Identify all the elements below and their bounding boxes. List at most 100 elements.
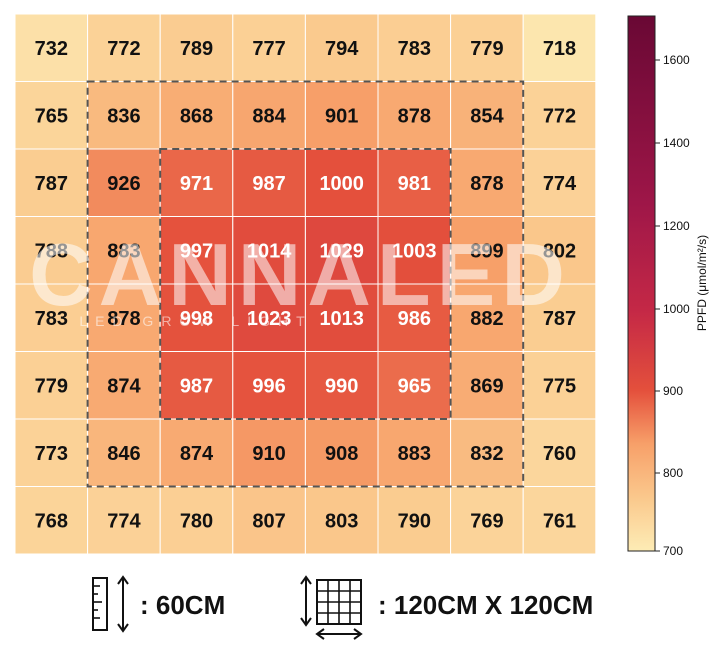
heatmap-value-label: 901 [325, 105, 358, 127]
heatmap-value-label: 986 [398, 308, 431, 330]
colorbar-tick-label: 1000 [663, 302, 690, 316]
colorbar-tick-label: 1200 [663, 219, 690, 233]
heatmap-value-label: 908 [325, 443, 358, 465]
heatmap-value-label: 789 [180, 38, 213, 60]
heatmap-value-label: 990 [325, 375, 358, 397]
heatmap-value-label: 1029 [319, 240, 364, 262]
heatmap-cell [159, 216, 234, 285]
heatmap-cell [87, 351, 161, 420]
heatmap-value-label: 874 [107, 375, 141, 397]
heatmap-cell [232, 216, 306, 285]
heatmap-cell [14, 418, 89, 487]
heatmap-cell [14, 148, 89, 217]
heatmap-value-label: 787 [35, 173, 68, 195]
heatmap-value-label: 761 [543, 510, 576, 532]
colorbar-tick-label: 700 [663, 544, 683, 558]
heatmap-value-label: 774 [107, 510, 141, 532]
heatmap-value-label: 1014 [247, 240, 292, 262]
ppfd-heatmap: 732 772 789 777 794 783 779 718 765 836 868 884 901 8… [14, 13, 709, 558]
heatmap-value-label: 803 [325, 510, 358, 532]
colorbar-gradient [627, 15, 656, 552]
heatmap-cell [87, 148, 161, 217]
heatmap-value-labels: 732 772 789 777 794 783 779 718 765 836 868 884 901 8… [35, 38, 577, 533]
heatmap-value-label: 846 [107, 443, 140, 465]
heatmap-cell [522, 148, 597, 217]
heatmap-value-label: 836 [107, 105, 140, 127]
heatmap-cell [450, 418, 524, 487]
heatmap-cell [159, 13, 234, 82]
heatmap-value-label: 772 [543, 105, 576, 127]
heatmap-cell [304, 351, 379, 420]
heatmap-value-label: 899 [470, 240, 503, 262]
heatmap-cell [304, 418, 379, 487]
heatmap-value-label: 987 [252, 173, 285, 195]
heatmap-value-label: 868 [180, 105, 213, 127]
footer: : 60CM : 120CM X 120CM [0, 560, 715, 647]
heatmap-cell [377, 351, 452, 420]
heatmap-cell [232, 283, 306, 352]
heatmap-value-label: 832 [470, 443, 503, 465]
heatmap-cell [377, 283, 452, 352]
heatmap-cell [87, 81, 161, 150]
heatmap-cell [377, 418, 452, 487]
heatmap-value-label: 777 [252, 38, 285, 60]
ruler-height-icon [92, 575, 129, 633]
heatmap-value-label: 772 [107, 38, 140, 60]
heatmap-value-label: 1023 [247, 308, 292, 330]
heatmap-cell [232, 81, 306, 150]
colorbar-tick-label: 800 [663, 466, 683, 480]
heatmap-cell [159, 418, 234, 487]
heatmap-cell [522, 13, 597, 82]
heatmap-value-label: 869 [470, 375, 503, 397]
highlight-regions [86, 80, 525, 488]
heatmap-cell [522, 351, 597, 420]
heatmap-value-label: 965 [398, 375, 431, 397]
heatmap-value-label: 971 [180, 173, 213, 195]
heatmap-value-label: 802 [543, 240, 576, 262]
heatmap-value-label: 775 [543, 375, 576, 397]
heatmap-cell [159, 283, 234, 352]
heatmap-value-label: 718 [543, 38, 576, 60]
heatmap-value-label: 779 [35, 375, 68, 397]
heatmap-value-label: 768 [35, 510, 68, 532]
heatmap-cell [304, 283, 379, 352]
heatmap-cell [522, 283, 597, 352]
heatmap-value-label: 878 [398, 105, 431, 127]
heatmap-value-label: 783 [35, 308, 68, 330]
heatmap-value-label: 1000 [319, 173, 364, 195]
heatmap-cell [14, 13, 89, 82]
watermark-brand: CANNALED [29, 225, 571, 324]
heatmap-cell [232, 13, 306, 82]
heatmap-value-label: 996 [252, 375, 285, 397]
heatmap-value-label: 765 [35, 105, 68, 127]
heatmap-value-label: 787 [543, 308, 576, 330]
heatmap-cell [14, 216, 89, 285]
grid-area-icon [300, 575, 363, 640]
heatmap-value-label: 732 [35, 38, 68, 60]
heatmap-value-label: 854 [470, 105, 504, 127]
heatmap-value-label: 779 [470, 38, 503, 60]
height-spec: : 60CM [140, 590, 226, 620]
heatmap-value-label: 794 [325, 38, 359, 60]
colorbar-ticks: 700 800 900 1000 1200 1400 1600 [655, 53, 690, 558]
heatmap-value-label: 760 [543, 443, 576, 465]
heatmap-value-label: 987 [180, 375, 213, 397]
heatmap-cell [159, 486, 234, 555]
watermark: CANNALED LED GROW LIGHT [29, 225, 571, 329]
area-spec: : 120CM X 120CM [378, 590, 594, 620]
heatmap-cell [450, 216, 524, 285]
heatmap-cell [232, 148, 306, 217]
heatmap-cell [159, 148, 234, 217]
heatmap-value-label: 997 [180, 240, 213, 262]
heatmap-value-label: 874 [180, 443, 214, 465]
heatmap-cell [14, 486, 89, 555]
colorbar-label: PPFD (μmol/m²/s) [695, 235, 709, 331]
heatmap-cell [87, 13, 161, 82]
heatmap-cell [522, 418, 597, 487]
heatmap-cell [304, 148, 379, 217]
heatmap-value-label: 783 [398, 38, 431, 60]
heatmap-cell [522, 486, 597, 555]
heatmap-value-label: 780 [180, 510, 213, 532]
heatmap-cell [377, 13, 452, 82]
heatmap-cells [14, 13, 597, 555]
